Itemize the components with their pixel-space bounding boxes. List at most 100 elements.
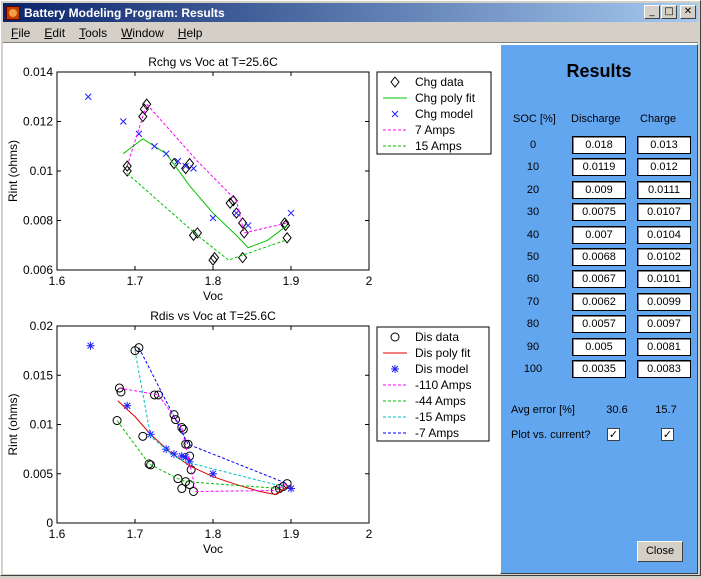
menu-file[interactable]: File bbox=[11, 25, 31, 40]
data-point-dis-data bbox=[114, 383, 124, 393]
discharge-value-field[interactable]: 0.0057 bbox=[572, 315, 626, 334]
data-point-dis-data bbox=[185, 480, 195, 490]
avg-error-label: Avg error [%] bbox=[511, 404, 575, 416]
data-point-chg-data bbox=[237, 217, 248, 229]
soc-label: 50 bbox=[526, 251, 540, 263]
charge-value-field[interactable]: 0.0102 bbox=[637, 248, 691, 266]
y-axis-label: Rint (ohms) bbox=[6, 140, 20, 202]
charge-value-field[interactable]: 0.0107 bbox=[637, 203, 691, 222]
data-point-chg-data bbox=[280, 219, 291, 232]
data-point-chg-data bbox=[122, 165, 132, 177]
x-tick-label: 2 bbox=[366, 274, 373, 288]
discharge-value-field[interactable]: 0.018 bbox=[572, 136, 626, 154]
x-tick-label: 1.7 bbox=[127, 274, 144, 288]
data-point-chg-model bbox=[233, 209, 240, 217]
plot-discharge-checkbox[interactable]: ✓ bbox=[607, 428, 620, 441]
data-point-dis-model bbox=[181, 453, 190, 462]
x-tick-label: 1.6 bbox=[49, 527, 66, 541]
charge-value-field[interactable]: 0.0099 bbox=[637, 292, 691, 311]
data-point-dis-data bbox=[171, 415, 181, 425]
discharge-value-field[interactable]: 0.0067 bbox=[572, 270, 626, 289]
data-point-dis-model bbox=[287, 484, 295, 493]
data-point-chg-data bbox=[228, 194, 238, 207]
data-point-dis-data bbox=[186, 465, 196, 475]
soc-label: 0 bbox=[529, 139, 537, 151]
data-point-chg-data bbox=[122, 160, 132, 172]
data-point-chg-data bbox=[280, 217, 290, 229]
x-tick-label: 1.8 bbox=[205, 527, 222, 541]
menu-edit[interactable]: Edit bbox=[44, 25, 66, 40]
data-point-dis-data bbox=[112, 416, 122, 426]
x-axis-label: Voc bbox=[203, 289, 223, 303]
charge-value-field[interactable]: 0.0081 bbox=[637, 337, 691, 356]
title-bar[interactable]: Battery Modeling Program: Results _ □ ✕ bbox=[3, 3, 698, 22]
menu-tools[interactable]: Tools bbox=[79, 25, 108, 40]
window-title: Battery Modeling Program: Results bbox=[24, 5, 225, 20]
close-button[interactable]: Close bbox=[637, 541, 683, 562]
menu-help[interactable]: Help bbox=[177, 25, 203, 40]
data-point-chg-data bbox=[142, 98, 152, 110]
y-tick-label: 0.01 bbox=[30, 418, 54, 432]
soc-label: 100 bbox=[523, 363, 543, 375]
series-line-7-amps bbox=[138, 347, 288, 485]
soc-label: 40 bbox=[526, 228, 540, 241]
discharge-value-field[interactable]: 0.0035 bbox=[572, 360, 626, 378]
chart-legend bbox=[376, 326, 490, 442]
y-tick-label: 0.015 bbox=[23, 368, 53, 382]
plot-charge-checkbox[interactable]: ✓ bbox=[661, 428, 674, 441]
data-point-dis-model bbox=[209, 469, 217, 478]
maximize-button[interactable]: □ bbox=[661, 5, 677, 19]
charge-value-field[interactable]: 0.013 bbox=[637, 136, 691, 154]
discharge-value-field[interactable]: 0.0062 bbox=[572, 292, 626, 311]
charge-value-field[interactable]: 0.0111 bbox=[637, 180, 691, 199]
charge-value-field[interactable]: 0.0101 bbox=[637, 270, 691, 289]
close-window-button[interactable]: ✕ bbox=[680, 5, 696, 19]
soc-label: 10 bbox=[526, 161, 540, 174]
matlab-icon bbox=[6, 5, 20, 20]
charge-value-field[interactable]: 0.0097 bbox=[637, 315, 691, 334]
data-point-dis-data bbox=[181, 439, 191, 449]
legend-swatch-dis-model bbox=[391, 365, 399, 373]
data-point-dis-data bbox=[173, 474, 183, 484]
soc-label: 80 bbox=[526, 318, 540, 331]
data-point-chg-model bbox=[244, 222, 252, 229]
menu-separator bbox=[3, 42, 698, 44]
legend-swatch-chg-data bbox=[390, 76, 400, 88]
legend-label: Dis data bbox=[415, 330, 459, 344]
chart-title: Rdis vs Voc at T=25.6C bbox=[150, 309, 276, 323]
soc-label: 60 bbox=[526, 273, 540, 286]
series-line-110-amps bbox=[119, 387, 288, 492]
x-tick-label: 1.8 bbox=[205, 274, 222, 288]
charge-value-field[interactable]: 0.0083 bbox=[637, 360, 691, 378]
chart-title: Rchg vs Voc at T=25.6C bbox=[148, 55, 278, 69]
series-line-7-amps bbox=[126, 103, 288, 234]
data-point-chg-data bbox=[209, 251, 220, 264]
data-point-chg-data bbox=[282, 232, 292, 244]
y-tick-label: 0.02 bbox=[30, 319, 54, 333]
legend-label: 7 Amps bbox=[415, 123, 455, 137]
soc-label: 30 bbox=[526, 206, 540, 219]
data-point-chg-data bbox=[239, 227, 249, 239]
series-line-dis-poly-fit bbox=[117, 400, 292, 495]
data-point-chg-data bbox=[208, 254, 218, 266]
menu-window[interactable]: Window bbox=[121, 25, 164, 40]
legend-label: -7 Amps bbox=[415, 426, 459, 440]
legend-label: Chg poly fit bbox=[415, 91, 476, 105]
charge-value-field[interactable]: 0.0104 bbox=[637, 225, 691, 244]
discharge-value-field[interactable]: 0.0119 bbox=[572, 158, 626, 177]
x-tick-label: 1.9 bbox=[283, 274, 300, 288]
data-point-chg-model bbox=[84, 93, 92, 101]
charge-value-field[interactable]: 0.012 bbox=[637, 158, 691, 177]
soc-column-header: SOC [%] bbox=[513, 113, 556, 125]
data-point-dis-data bbox=[134, 343, 144, 353]
discharge-value-field[interactable]: 0.0075 bbox=[572, 203, 626, 222]
soc-label: 20 bbox=[526, 183, 540, 196]
legend-label: Chg model bbox=[415, 107, 473, 121]
discharge-value-field[interactable]: 0.005 bbox=[572, 337, 626, 356]
x-tick-label: 1.7 bbox=[127, 527, 144, 541]
discharge-value-field[interactable]: 0.0068 bbox=[572, 248, 626, 266]
discharge-value-field[interactable]: 0.007 bbox=[572, 225, 626, 244]
discharge-value-field[interactable]: 0.009 bbox=[572, 180, 626, 199]
legend-label: 15 Amps bbox=[415, 139, 462, 153]
minimize-button[interactable]: _ bbox=[644, 5, 660, 19]
